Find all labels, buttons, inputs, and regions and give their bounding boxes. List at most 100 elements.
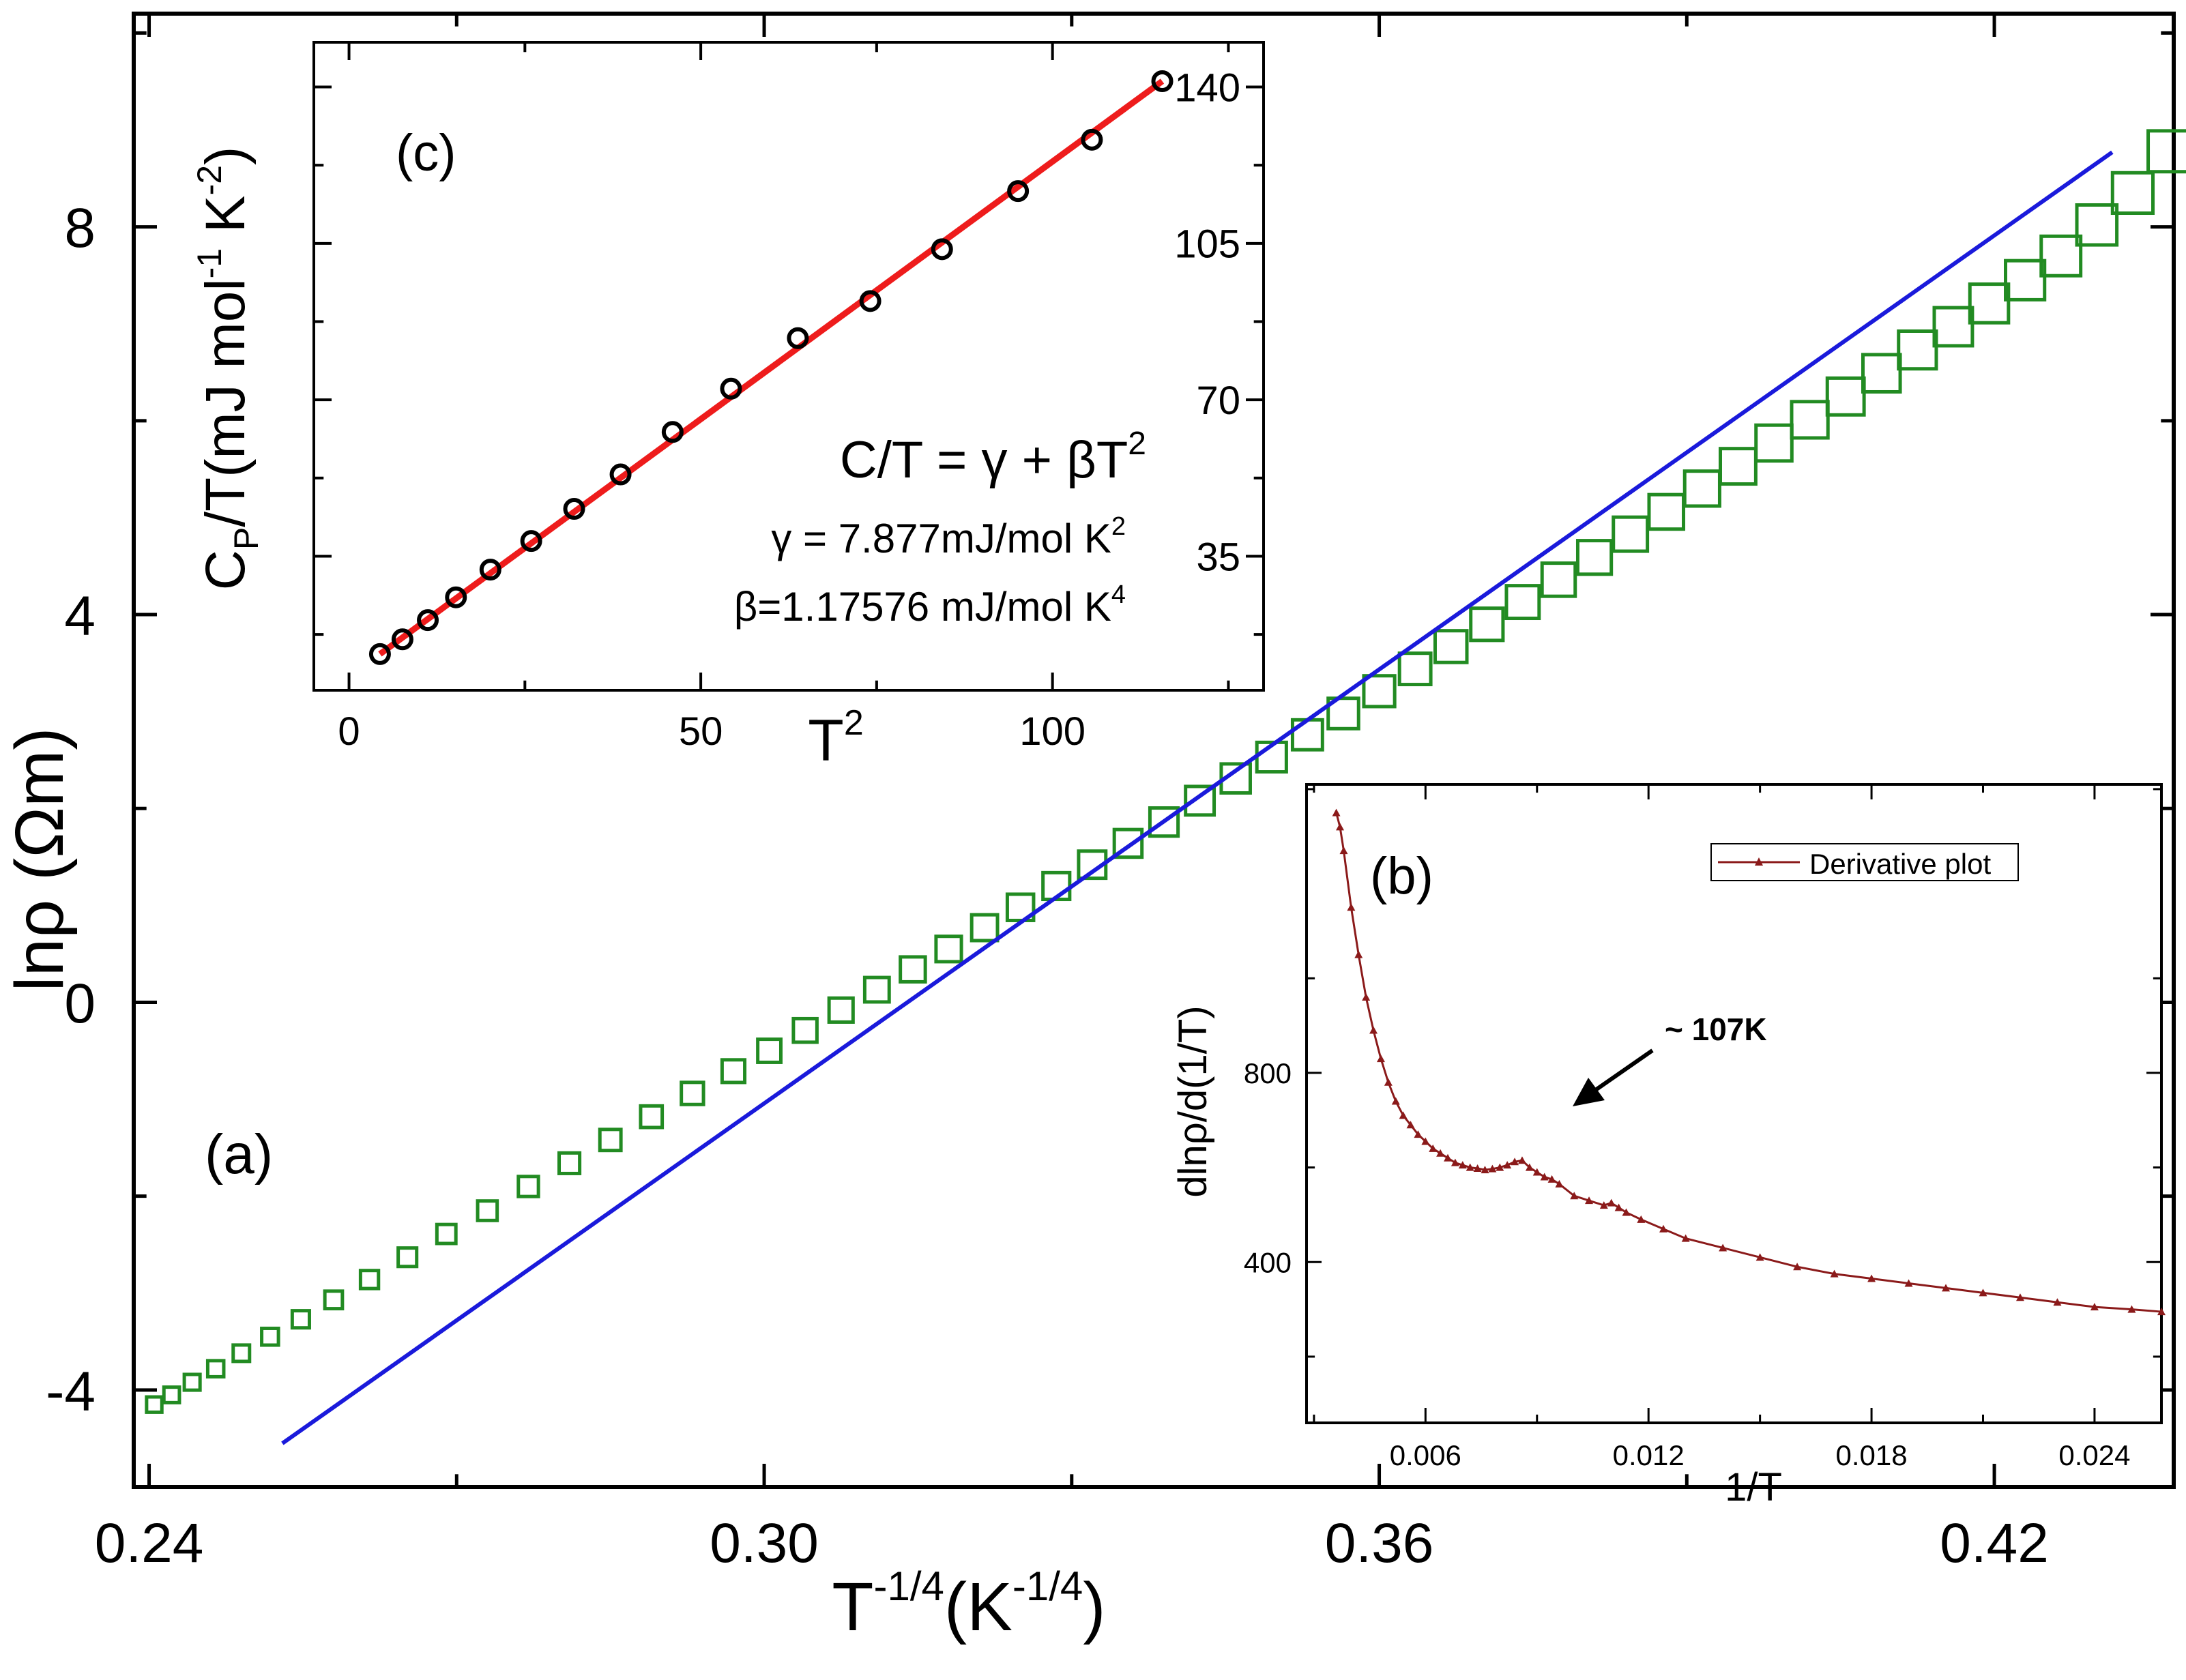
data-point-square bbox=[358, 1269, 381, 1291]
annotation-arrow-head bbox=[1573, 1078, 1605, 1106]
data-point-triangle bbox=[1406, 1121, 1415, 1129]
data-point-square bbox=[2004, 259, 2047, 301]
x-tick-label: 0.42 bbox=[1940, 1512, 2049, 1574]
inset-b-series-line bbox=[1335, 812, 2162, 1313]
annotation-arrow-shaft bbox=[1595, 1048, 1654, 1091]
data-point-square bbox=[1612, 515, 1650, 553]
data-point-square bbox=[396, 1246, 419, 1269]
data-point-triangle bbox=[1444, 1153, 1453, 1162]
data-point-square bbox=[1790, 400, 1830, 440]
data-point-triangle bbox=[1659, 1224, 1667, 1233]
data-point-square bbox=[1968, 282, 2011, 325]
y-tick-label: 400 bbox=[1244, 1246, 1292, 1278]
data-point-triangle bbox=[1332, 808, 1341, 816]
y-tick-label: 105 bbox=[1174, 222, 1240, 267]
y-tick-label: 0 bbox=[64, 973, 96, 1035]
data-point-square bbox=[182, 1372, 202, 1392]
data-point-square bbox=[205, 1359, 226, 1379]
data-point-circle bbox=[1007, 180, 1030, 203]
inset-b-y-axis-label: dlnρ/d(1/T) bbox=[1171, 1005, 1215, 1197]
data-point-square bbox=[1433, 629, 1469, 664]
x-tick-label: 100 bbox=[1019, 709, 1085, 754]
data-point-square bbox=[2110, 171, 2155, 216]
data-point-square bbox=[145, 1395, 164, 1414]
data-point-square bbox=[1754, 423, 1794, 463]
data-point-square bbox=[435, 1222, 458, 1246]
data-point-square bbox=[899, 955, 927, 984]
data-point-triangle bbox=[1942, 1284, 1951, 1292]
data-point-square bbox=[827, 996, 855, 1024]
data-point-triangle bbox=[1488, 1164, 1497, 1173]
data-point-square bbox=[557, 1151, 582, 1175]
data-point-triangle bbox=[1511, 1158, 1519, 1166]
data-point-triangle bbox=[1336, 823, 1345, 831]
data-point-square bbox=[1326, 696, 1360, 731]
data-point-circle bbox=[1151, 70, 1174, 92]
data-point-triangle bbox=[1481, 1166, 1489, 1174]
data-point-triangle bbox=[1614, 1203, 1623, 1211]
data-point-triangle bbox=[1681, 1234, 1690, 1242]
inset-b-data-markers bbox=[1332, 808, 2166, 1316]
data-point-triangle bbox=[1354, 950, 1363, 958]
data-point-square bbox=[1897, 329, 1938, 371]
data-point-square bbox=[791, 1016, 819, 1044]
data-point-circle bbox=[520, 530, 542, 552]
data-point-triangle bbox=[2127, 1305, 2136, 1313]
x-tick-label: 50 bbox=[679, 709, 723, 754]
inset-c-gamma-value: γ = 7.877mJ/mol K2 bbox=[771, 512, 1126, 561]
data-point-square bbox=[934, 934, 963, 964]
data-point-square bbox=[1148, 806, 1180, 838]
data-point-triangle bbox=[1637, 1215, 1646, 1223]
data-point-triangle bbox=[1719, 1243, 1728, 1252]
data-point-square bbox=[756, 1037, 783, 1064]
data-point-square bbox=[1575, 539, 1614, 576]
data-point-square bbox=[162, 1385, 181, 1404]
data-point-triangle bbox=[1503, 1161, 1512, 1169]
data-point-triangle bbox=[1570, 1192, 1579, 1200]
data-point-triangle bbox=[1458, 1161, 1467, 1169]
data-point-triangle bbox=[1585, 1196, 1594, 1205]
data-point-circle bbox=[931, 238, 953, 261]
y-tick-label: 70 bbox=[1196, 379, 1240, 423]
x-tick-label: 0 bbox=[338, 709, 360, 754]
data-point-triangle bbox=[1532, 1168, 1541, 1176]
data-point-square bbox=[1647, 492, 1686, 531]
data-point-square bbox=[598, 1128, 623, 1153]
main-fit-line bbox=[281, 150, 2114, 1445]
panel-label-a: (a) bbox=[205, 1123, 273, 1185]
x-tick-label: 0.006 bbox=[1390, 1439, 1461, 1471]
data-point-square bbox=[1540, 561, 1577, 598]
data-point-triangle bbox=[1547, 1175, 1556, 1183]
data-point-square bbox=[1504, 584, 1541, 621]
data-point-square bbox=[862, 975, 891, 1004]
data-point-square bbox=[1932, 306, 1974, 348]
data-point-triangle bbox=[1391, 1097, 1400, 1105]
data-point-triangle bbox=[1414, 1130, 1423, 1138]
data-point-triangle bbox=[1793, 1263, 1802, 1271]
data-point-square bbox=[2146, 129, 2186, 174]
data-point-square bbox=[231, 1343, 252, 1364]
data-point-triangle bbox=[2090, 1303, 2099, 1311]
data-point-square bbox=[1718, 447, 1758, 486]
data-point-circle bbox=[417, 609, 439, 632]
inset-b-annotation: ~ 107K bbox=[1665, 1012, 1767, 1047]
inset-b-x-axis-label: 1/T bbox=[1725, 1465, 1782, 1509]
data-point-triangle bbox=[1622, 1208, 1631, 1216]
panel-label-b: (b) bbox=[1370, 847, 1433, 905]
data-point-circle bbox=[368, 643, 391, 665]
data-point-triangle bbox=[1607, 1198, 1616, 1207]
data-point-square bbox=[2039, 234, 2083, 278]
x-tick-label: 0.30 bbox=[710, 1512, 819, 1574]
data-point-triangle bbox=[1384, 1078, 1393, 1086]
data-point-triangle bbox=[1517, 1156, 1526, 1164]
data-point-square bbox=[680, 1080, 705, 1106]
data-point-circle bbox=[479, 559, 501, 581]
data-point-square bbox=[476, 1199, 499, 1222]
y-tick-label: 4 bbox=[64, 585, 96, 647]
inset-b-legend-marker bbox=[1755, 857, 1763, 866]
data-point-triangle bbox=[1399, 1111, 1408, 1119]
inset-c-y-ticks: 35 70 105 140 bbox=[314, 65, 1264, 636]
y-tick-label: -4 bbox=[46, 1360, 96, 1422]
